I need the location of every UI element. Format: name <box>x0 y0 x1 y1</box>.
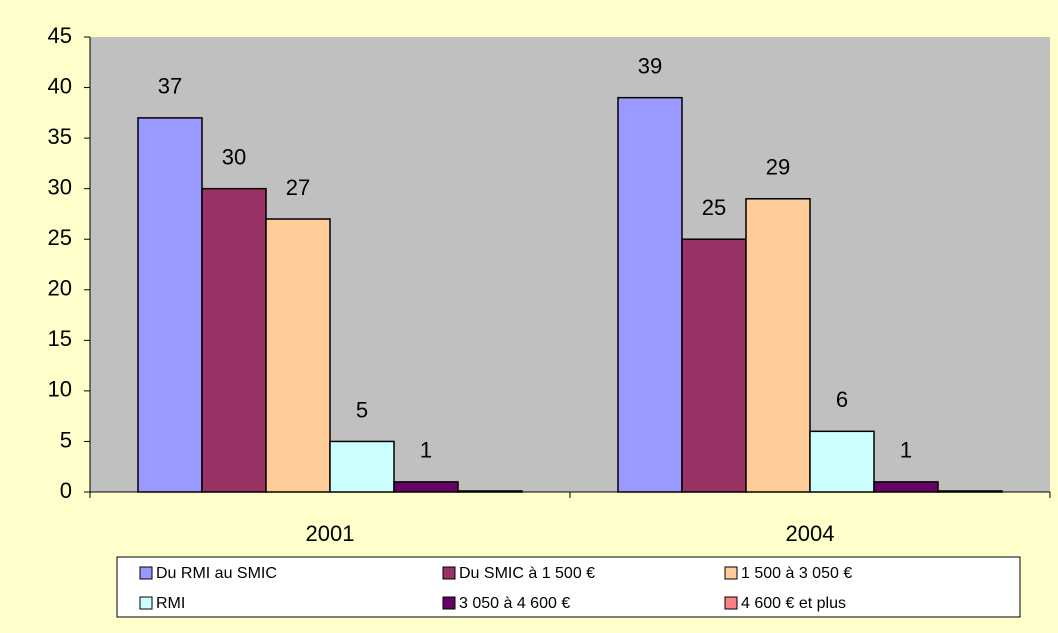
bar <box>873 481 939 493</box>
legend-swatch <box>442 596 456 610</box>
data-label: 5 <box>356 397 368 422</box>
bar <box>201 187 267 493</box>
y-tick-label: 5 <box>60 427 72 452</box>
data-label: 37 <box>158 74 182 99</box>
y-tick-label: 30 <box>48 174 72 199</box>
y-tick-label: 10 <box>48 377 72 402</box>
bar <box>137 117 203 493</box>
data-label: 25 <box>702 195 726 220</box>
y-tick-label: 35 <box>48 124 72 149</box>
legend-label: Du RMI au SMIC <box>156 565 277 582</box>
legend-label: RMI <box>156 595 185 612</box>
legend-swatch <box>139 596 153 610</box>
y-tick-label: 25 <box>48 225 72 250</box>
data-label: 1 <box>900 438 912 463</box>
y-tick-label: 40 <box>48 73 72 98</box>
legend-label: 4 600 € et plus <box>741 595 846 612</box>
legend-swatch <box>724 596 738 610</box>
data-label: 39 <box>638 53 662 78</box>
x-tick-label: 2004 <box>786 521 835 546</box>
legend <box>116 556 1021 618</box>
bar <box>265 218 331 493</box>
bar <box>617 96 683 493</box>
bar <box>329 440 395 493</box>
bar <box>809 430 875 493</box>
data-label: 1 <box>420 438 432 463</box>
data-label: 29 <box>766 155 790 180</box>
bar <box>393 481 459 493</box>
legend-label: 3 050 à 4 600 € <box>459 595 570 612</box>
y-tick-label: 0 <box>60 478 72 503</box>
bar <box>457 490 523 493</box>
data-label: 6 <box>836 387 848 412</box>
data-label: 30 <box>222 144 246 169</box>
bar <box>745 198 811 493</box>
y-tick-label: 45 <box>48 23 72 48</box>
legend-swatch <box>442 566 456 580</box>
bar <box>937 490 1003 493</box>
legend-swatch <box>139 566 153 580</box>
legend-label: Du SMIC à 1 500 € <box>459 565 595 582</box>
bar <box>681 238 747 493</box>
legend-label: 1 500 à 3 050 € <box>741 565 852 582</box>
data-label: 27 <box>286 175 310 200</box>
y-tick-label: 20 <box>48 276 72 301</box>
legend-swatch <box>724 566 738 580</box>
x-tick-label: 2001 <box>306 521 355 546</box>
y-tick-label: 15 <box>48 326 72 351</box>
